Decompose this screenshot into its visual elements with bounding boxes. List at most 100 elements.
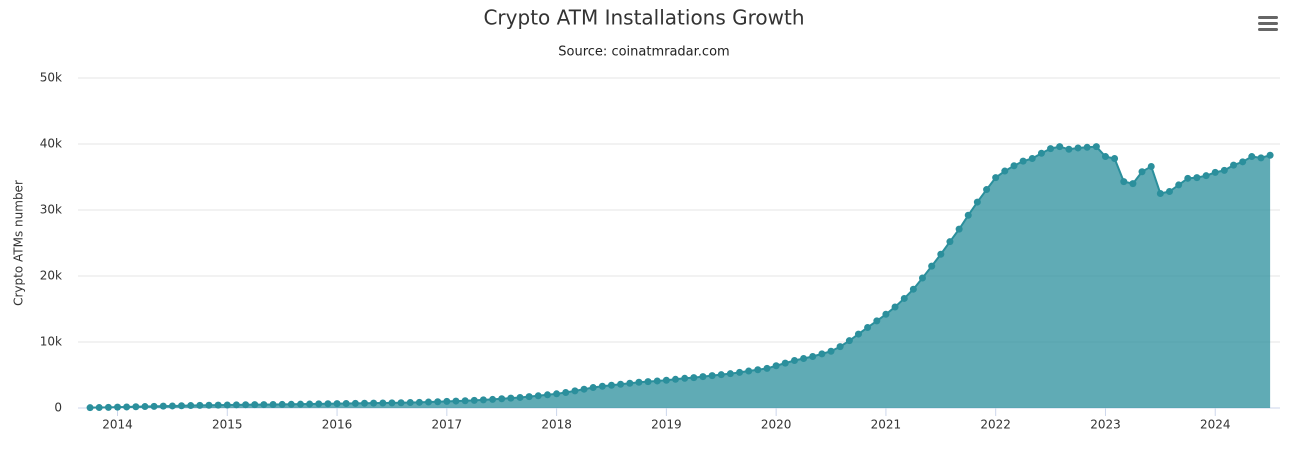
point: [260, 401, 268, 409]
point: [973, 198, 981, 206]
point: [1248, 153, 1256, 161]
point: [900, 294, 908, 302]
point: [1092, 143, 1100, 151]
x-tick-label: 2014: [102, 418, 133, 432]
point: [864, 323, 872, 331]
point: [909, 285, 917, 293]
point: [1028, 155, 1036, 163]
point: [114, 403, 122, 411]
point: [671, 375, 679, 383]
point: [1165, 188, 1173, 196]
point: [845, 337, 853, 345]
point: [1156, 190, 1164, 197]
point: [1037, 149, 1045, 157]
point: [873, 317, 881, 325]
y-tick-label: 0: [54, 401, 62, 415]
point: [315, 400, 323, 408]
point: [370, 399, 378, 407]
point: [918, 274, 926, 282]
point: [1010, 162, 1018, 170]
point: [937, 250, 945, 258]
point: [580, 385, 588, 393]
y-tick-label: 30k: [40, 203, 62, 217]
point: [946, 238, 954, 246]
x-tick-label: 2015: [212, 418, 243, 432]
point: [205, 401, 213, 409]
point: [141, 403, 149, 411]
point: [562, 388, 570, 396]
y-tick-label: 50k: [40, 71, 62, 85]
point: [342, 400, 350, 408]
point: [543, 391, 551, 399]
point: [461, 397, 469, 405]
menu-bar[interactable]: [1258, 16, 1278, 19]
point: [1257, 154, 1265, 162]
point: [159, 402, 167, 410]
point: [1056, 143, 1064, 151]
point: [278, 400, 286, 408]
point: [214, 401, 222, 409]
line: [90, 145, 1271, 409]
point: [1230, 161, 1238, 169]
point: [1211, 168, 1219, 176]
point: [553, 390, 561, 398]
point: [1138, 168, 1146, 176]
point: [388, 399, 396, 407]
x-tick-label: 2016: [322, 418, 353, 432]
point: [708, 372, 716, 380]
menu-button[interactable]: [1258, 16, 1278, 31]
point: [95, 404, 103, 412]
point: [123, 403, 131, 411]
point: [251, 401, 259, 409]
point: [470, 396, 478, 404]
point: [653, 377, 661, 385]
point: [452, 397, 460, 405]
point: [1001, 167, 1009, 175]
point: [168, 402, 176, 410]
x-tick-label: 2018: [541, 418, 572, 432]
point: [351, 399, 359, 407]
point: [717, 371, 725, 379]
point: [690, 374, 698, 382]
point: [397, 399, 405, 407]
point: [1220, 166, 1228, 174]
point: [617, 380, 625, 388]
point: [1202, 172, 1210, 180]
point: [178, 402, 186, 410]
y-tick-label: 10k: [40, 335, 62, 349]
x-tick-label: 2024: [1200, 418, 1231, 432]
point: [104, 403, 112, 411]
x-tick-label: 2017: [432, 418, 463, 432]
point: [571, 387, 579, 395]
point: [406, 399, 414, 407]
point: [525, 393, 533, 401]
x-tick-label: 2019: [651, 418, 682, 432]
menu-bar[interactable]: [1258, 22, 1278, 25]
point: [800, 355, 808, 362]
point: [196, 401, 204, 409]
point: [790, 356, 798, 364]
point: [498, 395, 506, 403]
y-tick-label: 20k: [40, 269, 62, 283]
point: [534, 392, 542, 400]
menu-bar[interactable]: [1258, 28, 1278, 31]
y-axis-label: Crypto ATMs number: [12, 180, 26, 306]
point: [1193, 174, 1201, 182]
point: [269, 401, 277, 409]
point: [809, 353, 817, 361]
point: [333, 400, 341, 408]
point: [726, 370, 734, 378]
point: [1101, 153, 1109, 161]
point: [443, 397, 451, 405]
point: [736, 368, 744, 376]
point: [818, 350, 826, 358]
point: [425, 398, 433, 406]
point: [150, 402, 158, 410]
point: [306, 400, 314, 408]
point: [1074, 144, 1082, 152]
point: [983, 186, 991, 194]
point: [891, 303, 899, 311]
x-tick-label: 2023: [1090, 418, 1121, 432]
